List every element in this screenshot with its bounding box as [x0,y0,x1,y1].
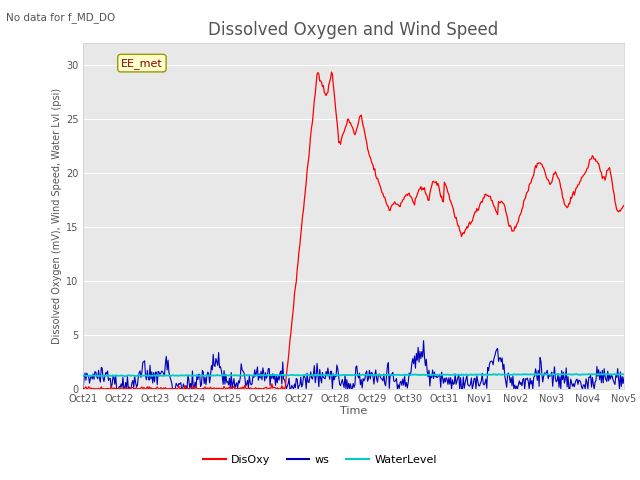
Line: WaterLevel: WaterLevel [83,374,624,376]
ws [218,374,226,380]
WaterLevel [176,372,184,378]
Legend: DisOxy, ws, WaterLevel: DisOxy, ws, WaterLevel [199,451,441,469]
Line: ws: ws [83,341,624,389]
ws [442,379,449,385]
ws [324,365,332,371]
ws [175,381,183,386]
DisOxy [442,183,450,189]
DisOxy [79,385,87,391]
DisOxy [488,198,496,204]
WaterLevel [121,373,129,379]
WaterLevel [79,373,87,379]
WaterLevel [620,372,628,377]
Y-axis label: Dissolved Oxygen (mV), Wind Speed, Water Lvl (psi): Dissolved Oxygen (mV), Wind Speed, Water… [52,88,61,344]
Title: Dissolved Oxygen and Wind Speed: Dissolved Oxygen and Wind Speed [209,21,499,39]
DisOxy [176,386,184,392]
X-axis label: Time: Time [340,407,367,417]
ws [488,358,495,364]
Line: DisOxy: DisOxy [83,72,624,389]
WaterLevel [325,372,333,378]
WaterLevel [488,372,495,378]
WaterLevel [594,371,602,377]
DisOxy [325,82,333,87]
WaterLevel [442,372,449,378]
DisOxy [328,69,335,75]
ws [79,386,87,392]
Text: No data for f_MD_DO: No data for f_MD_DO [6,12,116,23]
WaterLevel [220,372,227,378]
DisOxy [400,196,408,202]
DisOxy [220,386,227,392]
ws [620,374,628,380]
Text: EE_met: EE_met [121,58,163,69]
DisOxy [620,203,628,208]
DisOxy [80,386,88,392]
ws [420,338,428,344]
ws [398,383,406,388]
WaterLevel [399,372,406,378]
